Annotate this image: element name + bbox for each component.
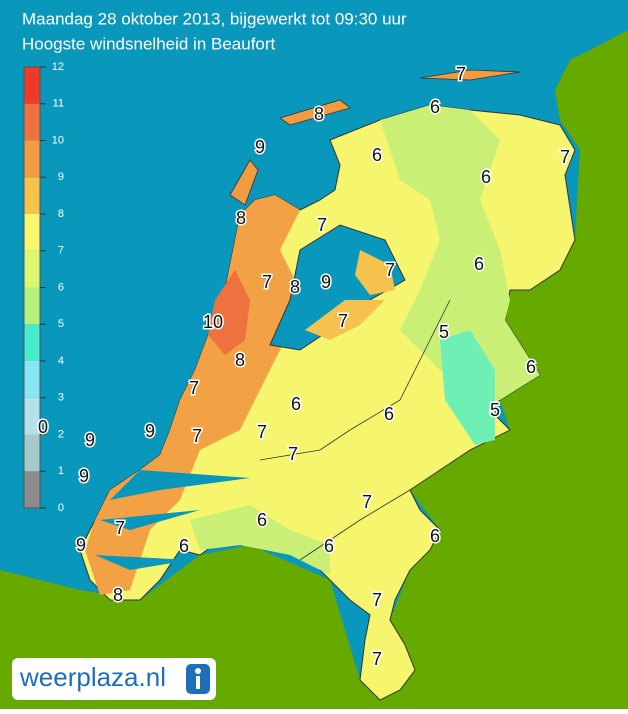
zone-6-south (190, 505, 330, 575)
map-label: 9 (76, 535, 86, 555)
estuaries (95, 470, 250, 570)
legend-label: 6 (58, 281, 64, 293)
map-label: 8 (235, 350, 245, 370)
zone-6 (380, 105, 540, 400)
legend-label: 10 (52, 134, 64, 146)
map-label: 9 (255, 137, 265, 157)
map-label: 7 (257, 422, 267, 442)
legend-label: 9 (58, 171, 64, 183)
legend-swatch (24, 140, 40, 178)
legend-swatch (24, 324, 40, 361)
map-label: 6 (384, 404, 394, 424)
map-label: 7 (338, 311, 348, 331)
map-label: 6 (324, 536, 334, 556)
map-label: 6 (526, 357, 536, 377)
legend-label: 1 (58, 465, 64, 477)
map-label: 9 (145, 421, 155, 441)
map-label: 7 (192, 426, 202, 446)
legend-label: 2 (58, 428, 64, 440)
map-label: 6 (372, 145, 382, 165)
map-label: 5 (490, 400, 500, 420)
legend-label: 8 (58, 208, 64, 220)
map-label: 10 (203, 312, 223, 332)
legend-label: 3 (58, 392, 64, 404)
map-label: 8 (314, 104, 324, 124)
map-label: 7 (385, 260, 395, 280)
map-label: 5 (439, 322, 449, 342)
map-label: 6 (257, 510, 267, 530)
zone-5 (440, 330, 495, 445)
map-label: 6 (291, 394, 301, 414)
map-label: 6 (430, 97, 440, 117)
legend-swatch (24, 397, 40, 435)
legend-swatch (24, 250, 40, 288)
map-label: 7 (262, 272, 272, 292)
title: Maandag 28 oktober 2013, bijgewerkt tot … (22, 9, 407, 28)
map-label: 7 (372, 590, 382, 610)
legend-swatch (24, 287, 40, 325)
legend-swatch (24, 471, 40, 508)
legend-swatch (24, 214, 40, 251)
legend-label: 4 (58, 355, 64, 367)
legend-swatch (24, 177, 40, 214)
logo: weerplaza.nl (19, 662, 166, 692)
isolines (259, 299, 451, 561)
zone-10 (208, 270, 250, 355)
legend-swatch (24, 434, 40, 472)
islands (229, 69, 521, 206)
neighbouring-land (0, 30, 628, 709)
map-label: 7 (362, 492, 372, 512)
legend-swatch (24, 103, 40, 141)
logo-box (12, 658, 216, 700)
legend-label: 0 (58, 502, 64, 514)
info-icon-bar (196, 676, 200, 689)
map-label: 7 (456, 64, 466, 84)
legend-swatch (24, 67, 40, 104)
legend-swatch (24, 361, 40, 398)
map-label: 7 (560, 147, 570, 167)
map-label: 6 (430, 526, 440, 546)
map-label: 8 (236, 208, 246, 228)
legend-label: 7 (58, 245, 64, 257)
map-label: 6 (481, 167, 491, 187)
map-label: 6 (179, 536, 189, 556)
zone-7-flevo (355, 250, 395, 295)
map-label: 7 (115, 518, 125, 538)
info-icon-dot (195, 668, 201, 674)
map-label: 7 (189, 378, 199, 398)
zone-7-flevoland (305, 300, 385, 340)
map-label: 8 (290, 277, 300, 297)
legend-label: 5 (58, 318, 64, 330)
map-label: 6 (474, 254, 484, 274)
map-label: 7 (372, 649, 382, 669)
map-label: 8 (113, 585, 123, 605)
map-label: 9 (79, 466, 89, 486)
subtitle: Hoogste windsnelheid in Beaufort (22, 34, 276, 53)
map-label: 7 (288, 444, 298, 464)
map-label: 9 (85, 430, 95, 450)
map-label: 0 (38, 417, 48, 437)
legend-label: 11 (53, 98, 64, 110)
map-label: 7 (317, 215, 327, 235)
map-label: 9 (321, 272, 331, 292)
legend-label: 12 (52, 61, 64, 73)
